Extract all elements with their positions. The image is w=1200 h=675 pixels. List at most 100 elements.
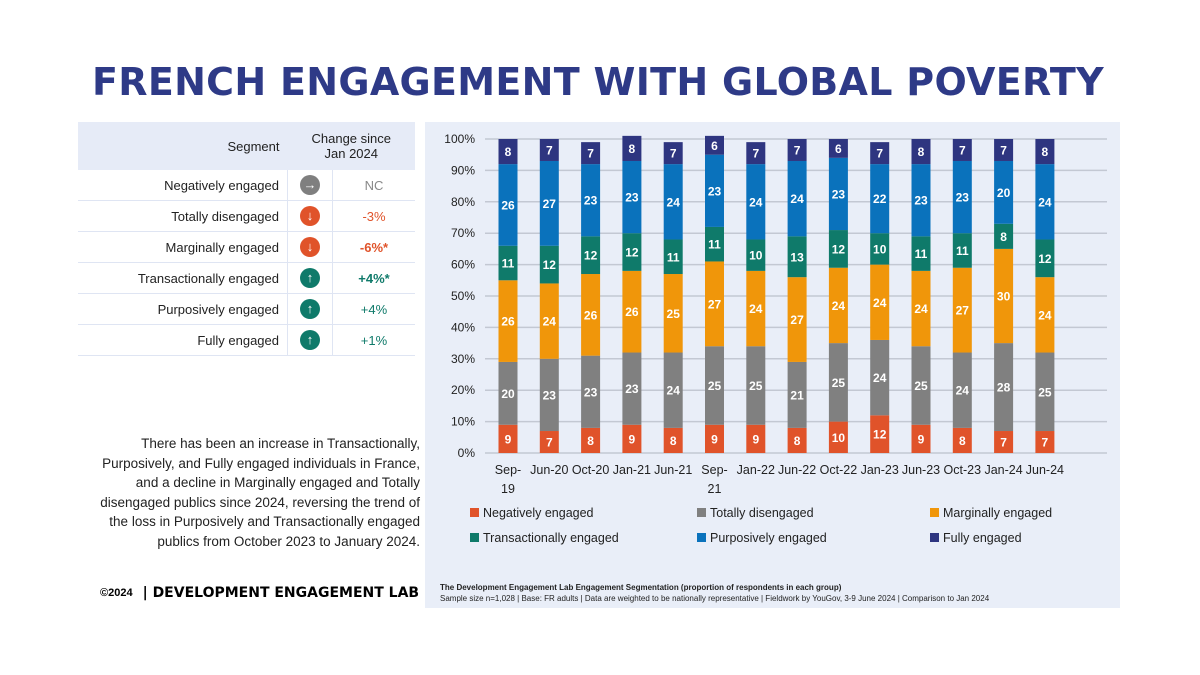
data-label: 8 xyxy=(959,434,966,448)
x-tick-label: Jun-24 xyxy=(1026,463,1064,477)
data-label: 8 xyxy=(629,142,636,156)
bar-segment xyxy=(746,424,766,453)
bar-segment xyxy=(828,343,848,422)
bar-segment xyxy=(994,248,1014,344)
bar-segment xyxy=(828,267,848,344)
data-label: 12 xyxy=(625,246,639,260)
legend-swatch xyxy=(470,508,479,517)
data-label: 26 xyxy=(501,315,515,329)
bar-segment xyxy=(1035,164,1055,240)
bar-segment xyxy=(911,164,931,237)
bar-segment xyxy=(581,142,601,165)
y-tick-label: 70% xyxy=(451,226,475,240)
x-tick-label: 21 xyxy=(708,482,722,496)
y-tick-label: 0% xyxy=(458,446,476,460)
bar-segment xyxy=(870,339,890,416)
bar-segment xyxy=(498,424,518,453)
table-row: Negatively engaged → NC xyxy=(78,170,415,201)
bar-segment xyxy=(952,160,972,234)
legend-label: Purposively engaged xyxy=(710,531,827,545)
table-row: Purposively engaged ↑ +4% xyxy=(78,293,415,325)
data-label: 25 xyxy=(749,379,763,393)
segment-label: Transactionally engaged xyxy=(78,262,288,294)
bar-segment xyxy=(539,245,559,284)
y-tick-label: 40% xyxy=(451,320,475,334)
bar-segment xyxy=(787,427,807,453)
data-label: 25 xyxy=(1038,385,1052,399)
arrow-up-icon: ↑ xyxy=(300,299,320,319)
bar-segment xyxy=(498,280,518,362)
bar-segment xyxy=(663,427,683,453)
data-label: 9 xyxy=(711,432,718,446)
y-tick-label: 10% xyxy=(451,415,475,429)
header-change: Change since Jan 2024 xyxy=(287,122,415,170)
data-label: 24 xyxy=(667,195,681,209)
x-tick-label: Oct-22 xyxy=(820,463,858,477)
bar-segment xyxy=(828,157,848,231)
bar-segment xyxy=(1035,239,1055,278)
bar-segment xyxy=(539,139,559,161)
bar-segment xyxy=(1035,139,1055,165)
data-label: 23 xyxy=(625,382,639,396)
bar-segment xyxy=(870,264,890,340)
x-tick-label: Jan-22 xyxy=(737,463,775,477)
arrow-up-icon: ↑ xyxy=(300,330,320,350)
segment-label: Fully engaged xyxy=(78,324,288,356)
data-label: 7 xyxy=(752,147,759,161)
bar-segment xyxy=(828,230,848,268)
legend-swatch xyxy=(470,533,479,542)
data-label: 25 xyxy=(667,307,681,321)
data-label: 12 xyxy=(873,428,887,442)
legend-label: Fully engaged xyxy=(943,531,1022,545)
segment-label: Purposively engaged xyxy=(78,293,288,325)
y-tick-label: 60% xyxy=(451,258,475,272)
data-label: 8 xyxy=(918,145,925,159)
legend-label: Marginally engaged xyxy=(943,506,1052,520)
bar-segment xyxy=(952,352,972,428)
data-label: 23 xyxy=(584,194,598,208)
bar-segment xyxy=(994,160,1014,224)
bar-segment xyxy=(663,164,683,240)
note-title: The Development Engagement Lab Engagemen… xyxy=(440,583,842,592)
data-label: 23 xyxy=(956,191,970,205)
bar-segment xyxy=(539,431,559,453)
data-label: 22 xyxy=(873,192,887,206)
data-label: 24 xyxy=(956,384,970,398)
x-tick-label: Jun-23 xyxy=(902,463,940,477)
data-label: 12 xyxy=(1038,252,1052,266)
data-label: 23 xyxy=(543,388,557,402)
bar-segment xyxy=(952,139,972,161)
bar-segment xyxy=(498,164,518,246)
bar-segment xyxy=(746,270,766,347)
bar-segment xyxy=(911,424,931,453)
data-label: 9 xyxy=(629,432,636,446)
y-tick-label: 80% xyxy=(451,195,475,209)
y-tick-label: 20% xyxy=(451,383,475,397)
data-label: 25 xyxy=(708,379,722,393)
data-label: 30 xyxy=(997,290,1011,304)
data-label: 23 xyxy=(625,191,639,205)
bar-segment xyxy=(539,283,559,359)
bar-segment xyxy=(581,274,601,356)
data-label: 6 xyxy=(835,142,842,156)
bar-segment xyxy=(952,233,972,268)
note-details: Sample size n=1,028 | Base: FR adults | … xyxy=(440,594,990,603)
x-tick-label: Sep- xyxy=(701,463,727,477)
bar-segment xyxy=(498,245,518,281)
bar-segment xyxy=(622,135,642,161)
data-label: 7 xyxy=(587,147,594,161)
bar-segment xyxy=(705,135,724,155)
data-label: 8 xyxy=(670,434,677,448)
x-tick-label: Jan-24 xyxy=(984,463,1022,477)
data-label: 12 xyxy=(832,242,846,256)
bar-segment xyxy=(663,274,683,353)
data-label: 27 xyxy=(543,197,557,211)
change-value: +4% xyxy=(332,293,415,325)
bar-segment xyxy=(705,154,724,227)
legend-swatch xyxy=(697,533,706,542)
bar-segment xyxy=(787,277,807,362)
bar-segment xyxy=(870,142,890,165)
bar-segment xyxy=(663,239,683,275)
data-label: 7 xyxy=(546,143,553,157)
bar-segment xyxy=(911,270,931,347)
